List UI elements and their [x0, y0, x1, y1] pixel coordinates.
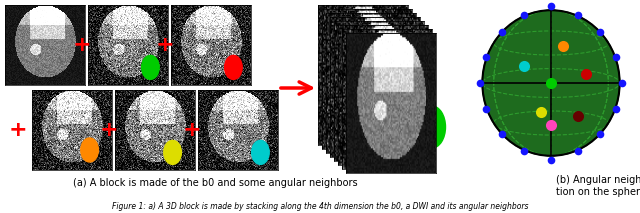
- Text: +: +: [9, 120, 28, 140]
- Wedge shape: [412, 100, 426, 142]
- Text: +: +: [73, 35, 92, 55]
- Ellipse shape: [252, 140, 269, 164]
- Ellipse shape: [141, 55, 159, 79]
- Wedge shape: [424, 104, 438, 146]
- Text: (b) Angular neighbors posi-
tion on the sphere.: (b) Angular neighbors posi- tion on the …: [556, 175, 640, 197]
- Wedge shape: [432, 106, 445, 148]
- Ellipse shape: [483, 10, 620, 156]
- Wedge shape: [428, 105, 442, 147]
- Ellipse shape: [225, 55, 242, 79]
- Text: Figure 1: a) A 3D block is made by stacking along the 4th dimension the b0, a DW: Figure 1: a) A 3D block is made by stack…: [112, 202, 528, 211]
- Wedge shape: [416, 101, 429, 143]
- Text: (a) A block is made of the b0 and some angular neighbors: (a) A block is made of the b0 and some a…: [73, 178, 357, 188]
- Text: +: +: [182, 120, 202, 140]
- Text: +: +: [156, 35, 174, 55]
- Ellipse shape: [164, 140, 181, 164]
- Wedge shape: [420, 102, 433, 144]
- Text: +: +: [100, 120, 118, 140]
- Ellipse shape: [81, 138, 99, 162]
